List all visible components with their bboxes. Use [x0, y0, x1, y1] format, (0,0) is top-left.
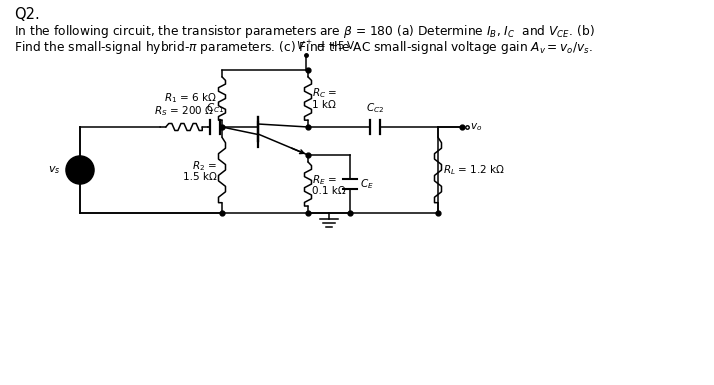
Text: +: +: [76, 161, 84, 171]
Text: $R_E$ =: $R_E$ =: [312, 173, 337, 187]
Text: 0.1 kΩ: 0.1 kΩ: [312, 186, 346, 196]
Text: In the following circuit, the transistor parameters are $\beta$ = 180 (a) Determ: In the following circuit, the transistor…: [14, 23, 595, 40]
Text: $R_2$ =: $R_2$ =: [192, 159, 217, 173]
Text: −: −: [76, 170, 84, 180]
Text: 1.5 kΩ: 1.5 kΩ: [183, 172, 217, 182]
Text: $C_{C2}$: $C_{C2}$: [366, 101, 384, 115]
Text: $V^+$ = +5 V: $V^+$ = +5 V: [296, 39, 356, 52]
Text: $R_C$ =: $R_C$ =: [312, 87, 338, 100]
Text: $R_1$ = 6 kΩ: $R_1$ = 6 kΩ: [164, 92, 217, 105]
Text: $C_E$: $C_E$: [360, 177, 374, 191]
Text: Find the small-signal hybrid-$\pi$ parameters. (c) Find the AC small-signal volt: Find the small-signal hybrid-$\pi$ param…: [14, 39, 593, 56]
Text: $C_{C1}$: $C_{C1}$: [206, 101, 224, 115]
Text: $R_S$ = 200 Ω: $R_S$ = 200 Ω: [154, 104, 214, 118]
Circle shape: [66, 156, 94, 184]
Text: 1 kΩ: 1 kΩ: [312, 100, 336, 110]
Text: Q2.: Q2.: [14, 7, 40, 22]
Text: $R_L$ = 1.2 kΩ: $R_L$ = 1.2 kΩ: [443, 163, 505, 177]
Text: $v_s$: $v_s$: [48, 164, 60, 176]
Text: $v_o$: $v_o$: [470, 121, 482, 133]
